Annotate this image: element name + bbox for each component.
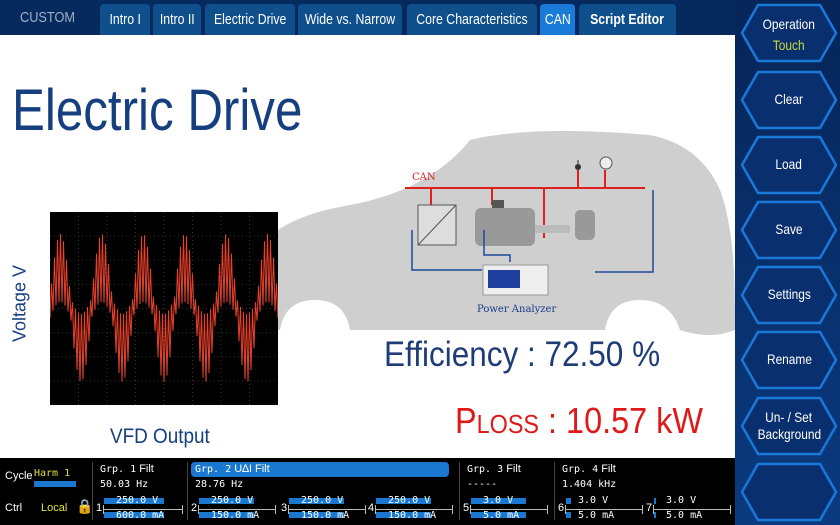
vfd-waveform — [49, 234, 279, 383]
range-indicator — [653, 505, 731, 514]
voltage-range-bar — [289, 498, 344, 504]
load-icon — [575, 210, 595, 240]
cycle-value[interactable]: Harm 1 — [34, 468, 71, 479]
ctrl-label: Ctrl — [5, 502, 23, 514]
current-range-bar — [104, 512, 164, 518]
group-separator — [459, 462, 460, 520]
power-analyzer-label: Power Analyzer — [477, 304, 556, 315]
page-title: Electric Drive — [12, 78, 303, 143]
lock-icon: 🔒 — [76, 498, 94, 514]
element-current-range[interactable]: 5.0 mA — [578, 510, 615, 521]
group-header[interactable]: Grp. 4 Filt — [562, 463, 616, 475]
element-current-range[interactable]: 600.0 mA — [116, 510, 165, 521]
cycle-bar — [34, 481, 76, 487]
current-range-bar — [654, 512, 656, 518]
voltage-range-bar — [471, 498, 526, 504]
range-indicator — [198, 505, 276, 514]
group-header[interactable]: Grp. 1 Filt — [100, 463, 154, 475]
main-content: Electric Drive CAN Power Analyzer Voltag… — [0, 35, 735, 458]
element-current-range[interactable]: 5.0 mA — [483, 510, 520, 521]
side-panel: Operation Touch Clear Load Save Settings Renam… — [735, 0, 840, 525]
efficiency-readout: Efficiency : 72.50 % — [384, 335, 661, 374]
ctrl-value: Local — [41, 502, 68, 514]
element-current-range[interactable]: 150.0 mA — [211, 510, 260, 521]
group-frequency: ----- — [467, 479, 498, 490]
element-number: 1 — [96, 502, 103, 514]
group-separator — [187, 462, 188, 520]
voltage-range-bar — [566, 498, 571, 504]
element-number: 2 — [191, 502, 198, 514]
can-label: CAN — [412, 172, 436, 183]
group-header[interactable]: Grp. 2 U∆I Filt — [195, 463, 270, 475]
element-voltage-range[interactable]: 250.0 V — [388, 495, 431, 506]
element-number: 4 — [368, 502, 375, 514]
element-current-range[interactable]: 150.0 mA — [301, 510, 350, 521]
range-indicator — [565, 505, 643, 514]
range-indicator — [375, 505, 453, 514]
side-button-un-set[interactable]: Un- / Set Background — [740, 396, 838, 456]
cycle-label: Cycle — [5, 470, 33, 482]
power-loss-readout: PLOSS : 10.57 kW — [455, 400, 703, 441]
tab-core-characteristics[interactable]: Core Characteristics — [407, 4, 537, 35]
thermometer-icon — [575, 164, 581, 170]
group-frequency: 1.404 kHz — [562, 479, 617, 490]
element-voltage-range[interactable]: 250.0 V — [211, 495, 254, 506]
car-diagram: CAN Power Analyzer — [250, 131, 735, 335]
range-indicator — [288, 505, 366, 514]
group-separator — [554, 462, 555, 520]
side-button-settings[interactable]: Settings — [740, 265, 838, 325]
group-2-highlight — [191, 462, 449, 477]
range-indicator — [103, 505, 183, 514]
group-separator — [92, 462, 93, 520]
element-current-range[interactable]: 150.0 mA — [388, 510, 437, 521]
tab-intro-1[interactable]: Intro I — [100, 4, 150, 35]
current-range-bar — [289, 512, 344, 518]
tab-can[interactable]: CAN — [540, 4, 575, 35]
group-frequency: 50.03 Hz — [100, 479, 149, 490]
side-button-load[interactable]: Load — [740, 135, 838, 195]
element-voltage-range[interactable]: 3.0 V — [666, 495, 697, 506]
side-button-clear[interactable]: Clear — [740, 70, 838, 130]
gauge-icon — [599, 156, 613, 170]
tab-script-editor[interactable]: Script Editor — [579, 4, 676, 35]
element-voltage-range[interactable]: 3.0 V — [578, 495, 609, 506]
current-range-bar — [471, 512, 526, 518]
voltage-range-bar — [104, 498, 164, 504]
status-bar: Cycle Harm 1 Ctrl Local 🔒 Grp. 1 Filt 50.… — [0, 458, 735, 525]
side-button-save[interactable]: Save — [740, 200, 838, 260]
side-button-operation[interactable]: Operation Touch — [740, 3, 838, 63]
current-range-bar — [199, 512, 254, 518]
side-button-rename[interactable]: Rename — [740, 330, 838, 390]
voltage-range-bar — [376, 498, 431, 504]
element-voltage-range[interactable]: 250.0 V — [301, 495, 344, 506]
brand-label: CUSTOM — [20, 9, 76, 26]
voltage-range-bar — [199, 498, 254, 504]
element-number: 3 — [281, 502, 288, 514]
tab-bar: CUSTOM Intro I Intro II Electric Drive W… — [0, 0, 735, 35]
current-range-bar — [376, 512, 431, 518]
scope-caption: VFD Output — [110, 425, 210, 448]
tab-electric-drive[interactable]: Electric Drive — [205, 4, 295, 35]
element-voltage-range[interactable]: 3.0 V — [483, 495, 514, 506]
group-frequency: 28.76 Hz — [195, 479, 244, 490]
element-current-range[interactable]: 5.0 mA — [666, 510, 703, 521]
motor-icon — [475, 208, 535, 246]
group-header[interactable]: Grp. 3 Filt — [467, 463, 521, 475]
tab-intro-2[interactable]: Intro II — [153, 4, 201, 35]
scope-y-label: Voltage V — [9, 264, 30, 343]
element-number: 7 — [646, 502, 653, 514]
element-number: 6 — [558, 502, 565, 514]
range-indicator — [470, 505, 548, 514]
current-range-bar — [566, 512, 571, 518]
element-number: 5 — [463, 502, 470, 514]
element-voltage-range[interactable]: 250.0 V — [116, 495, 159, 506]
voltage-range-bar — [654, 498, 656, 504]
vfd-oscilloscope — [49, 212, 279, 405]
side-button-blank[interactable] — [740, 462, 838, 522]
tab-wide-vs-narrow[interactable]: Wide vs. Narrow — [298, 4, 402, 35]
